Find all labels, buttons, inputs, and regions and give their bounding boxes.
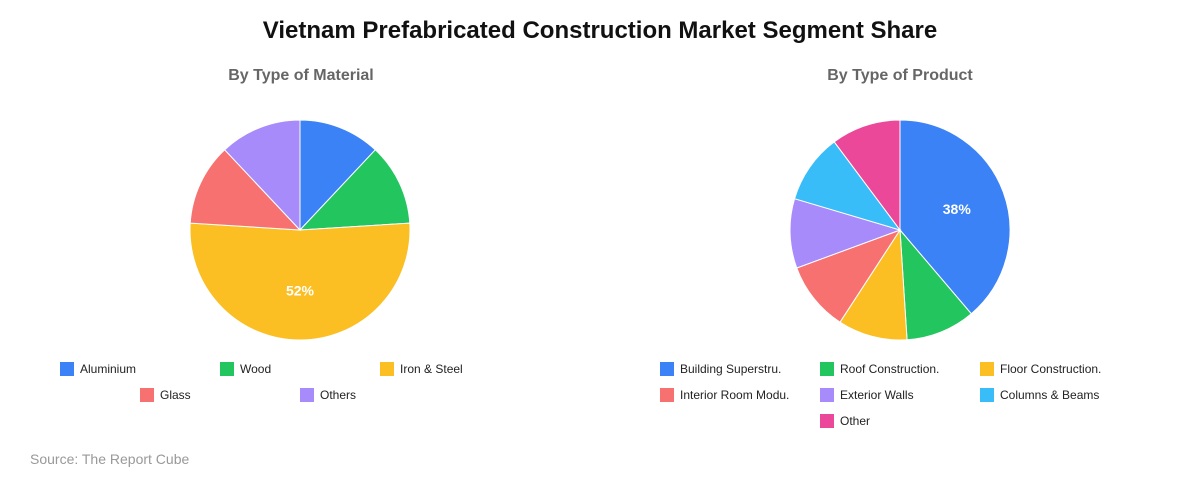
pie-slice-1-3 <box>796 229 902 323</box>
legend-label: Columns & Beams <box>1000 388 1100 402</box>
product-pie-title: By Type of Product <box>827 67 973 84</box>
legend-label: Iron & Steel <box>400 362 463 376</box>
pie-data-label-1-0: 38% <box>943 201 972 217</box>
legend-label: Building Superstru. <box>680 362 782 376</box>
legend-swatch <box>220 362 234 376</box>
legend-label: Others <box>320 388 357 402</box>
legend-swatch <box>60 362 74 376</box>
legend-label: Floor Construction. <box>1000 362 1102 376</box>
pie-slice-0-1 <box>298 149 411 231</box>
pie-slice-0-0 <box>299 119 377 232</box>
legend-label: Roof Construction. <box>840 362 940 376</box>
legend-label: Wood <box>240 362 272 376</box>
legend-swatch <box>980 388 994 402</box>
legend-swatch <box>660 362 674 376</box>
legend-label: Aluminium <box>80 362 137 376</box>
legend-label: Glass <box>160 388 191 402</box>
material-pie-title: By Type of Material <box>228 67 374 84</box>
legend-swatch <box>300 388 314 402</box>
material-pie-chart: 52% <box>189 119 411 341</box>
pie-slice-1-5 <box>793 141 902 231</box>
legend-swatch <box>380 362 394 376</box>
product-pie-chart: 38% <box>789 119 1011 341</box>
legend-swatch <box>140 388 154 402</box>
legend-label: Other <box>840 414 871 428</box>
legend-swatch <box>660 388 674 402</box>
pie-slice-1-2 <box>839 228 908 341</box>
pie-slice-1-6 <box>833 119 901 232</box>
legend-swatch <box>980 362 994 376</box>
legend-label: Interior Room Modu. <box>680 388 790 402</box>
pie-slice-1-0 <box>899 119 1011 315</box>
chart-title: Vietnam Prefabricated Construction Marke… <box>262 17 938 44</box>
legend-swatch <box>820 388 834 402</box>
pie-data-label-0-2: 52% <box>286 283 315 299</box>
pie-slice-0-3 <box>189 149 302 231</box>
pie-slice-1-1 <box>899 228 973 341</box>
legend-swatch <box>820 414 834 428</box>
pie-slice-1-4 <box>789 198 902 269</box>
pie-slice-0-2 <box>189 222 411 341</box>
source-note: Source: The Report Cube <box>30 451 190 467</box>
legend-label: Exterior Walls <box>840 388 914 402</box>
legend-swatch <box>820 362 834 376</box>
pie-slice-0-4 <box>223 119 301 232</box>
